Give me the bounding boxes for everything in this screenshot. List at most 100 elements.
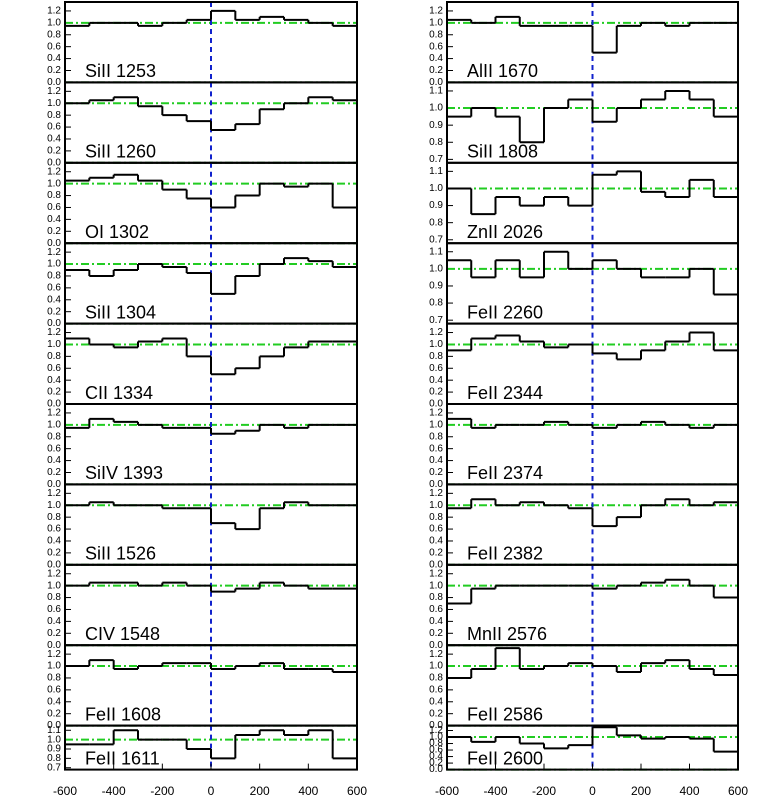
x-tick-label: 600 (728, 784, 748, 798)
y-tick-label: 1.2 (47, 568, 61, 579)
y-tick-label: 1.2 (47, 166, 61, 177)
y-tick-label: 0.4 (429, 455, 443, 466)
line-label: MnII 2576 (467, 624, 547, 644)
x-tick-label: 200 (250, 784, 270, 798)
y-tick-label: 0.9 (429, 120, 443, 131)
line-label: FeII 2374 (467, 463, 543, 483)
line-label: SiII 1808 (467, 142, 538, 162)
y-tick-label: 0.6 (47, 604, 61, 615)
x-tick-label: 400 (298, 784, 318, 798)
y-tick-label: 1.2 (429, 649, 443, 660)
y-tick-label: 1.2 (429, 488, 443, 499)
y-tick-label: 0.2 (47, 65, 61, 76)
x-tick-label: -200 (150, 784, 174, 798)
y-tick-label: 0.9 (47, 744, 61, 755)
y-tick-label: 1.0 (47, 734, 61, 745)
step-riser (470, 727, 715, 752)
x-tick-label: 0 (208, 784, 215, 798)
line-label: SiII 1304 (85, 302, 156, 322)
x-tick-label: 600 (347, 784, 367, 798)
y-tick-label: 0.8 (429, 298, 443, 309)
y-tick-label: 0.4 (47, 214, 61, 225)
y-tick-label: 0.8 (47, 190, 61, 201)
y-tick-label: 0.8 (429, 738, 443, 749)
y-tick-label: 1.2 (429, 408, 443, 419)
y-tick-label: 1.2 (429, 6, 443, 17)
y-tick-label: 0.6 (429, 41, 443, 52)
y-tick-label: 0.6 (47, 202, 61, 213)
y-tick-label: 0.4 (47, 536, 61, 547)
y-tick-label: 1.0 (47, 17, 61, 28)
y-tick-label: 0.6 (47, 41, 61, 52)
y-tick-label: 0.6 (47, 283, 61, 294)
step-riser (470, 648, 715, 678)
y-tick-label: 0.8 (429, 512, 443, 523)
y-tick-label: 0.7 (429, 154, 443, 165)
step-riser (88, 258, 334, 294)
y-tick-label: 0.2 (47, 628, 61, 639)
y-tick-label: 0.2 (47, 226, 61, 237)
line-label: FeII 2600 (467, 748, 543, 768)
line-label: FeII 2260 (467, 302, 543, 322)
step-riser (470, 171, 715, 215)
y-tick-label: 0.8 (47, 592, 61, 603)
line-label: FeII 1611 (85, 748, 160, 768)
y-tick-label: 0.4 (429, 536, 443, 547)
y-tick-label: 0.6 (429, 443, 443, 454)
y-tick-label: 0.0 (429, 559, 443, 570)
step-riser (88, 97, 334, 131)
y-tick-label: 0.7 (429, 315, 443, 326)
x-tick-label: 400 (679, 784, 699, 798)
y-tick-label: 1.0 (429, 580, 443, 591)
y-tick-label: 0.8 (47, 110, 61, 121)
step-riser (470, 332, 715, 360)
y-tick-label: 0.6 (429, 524, 443, 535)
line-label: SiII 1253 (85, 61, 156, 81)
step-riser (470, 90, 715, 143)
y-tick-label: 0.6 (47, 122, 61, 133)
step-riser (88, 582, 310, 592)
y-tick-label: 0.4 (429, 375, 443, 386)
y-tick-label: 0.4 (429, 751, 443, 762)
y-tick-label: 0.0 (47, 640, 61, 651)
y-tick-label: 0.0 (47, 77, 61, 88)
x-tick-label: -600 (53, 784, 77, 798)
y-tick-label: 0.9 (429, 200, 443, 211)
y-tick-label: 1.0 (47, 661, 61, 672)
y-tick-label: 0.6 (429, 685, 443, 696)
y-tick-label: 1.0 (429, 732, 443, 743)
y-tick-label: 1.0 (429, 183, 443, 194)
line-label: SiIV 1393 (85, 463, 163, 483)
y-tick-label: 0.0 (47, 399, 61, 410)
y-tick-label: 0.0 (47, 479, 61, 490)
y-tick-label: 1.0 (47, 259, 61, 270)
y-tick-label: 0.0 (429, 399, 443, 410)
y-tick-label: 1.0 (429, 661, 443, 672)
y-tick-label: 0.0 (429, 640, 443, 651)
y-tick-label: 0.2 (429, 65, 443, 76)
y-tick-label: 0.0 (429, 720, 443, 731)
y-tick-label: 0.2 (429, 467, 443, 478)
y-tick-label: 0.8 (429, 592, 443, 603)
y-tick-label: 0.4 (47, 696, 61, 707)
y-tick-label: 0.4 (47, 134, 61, 145)
y-tick-label: 0.6 (47, 363, 61, 374)
y-tick-label: 1.0 (429, 264, 443, 275)
y-tick-label: 0.0 (47, 157, 61, 168)
y-tick-label: 0.8 (47, 431, 61, 442)
y-tick-label: 0.8 (47, 351, 61, 362)
line-label: FeII 2586 (467, 704, 543, 724)
y-tick-label: 1.1 (429, 86, 443, 97)
y-tick-label: 0.6 (47, 524, 61, 535)
y-tick-label: 0.4 (47, 455, 61, 466)
step-riser (470, 499, 715, 527)
y-tick-label: 0.0 (429, 77, 443, 88)
y-tick-label: 0.8 (47, 673, 61, 684)
y-tick-label: 1.2 (47, 649, 61, 660)
y-tick-label: 0.4 (47, 53, 61, 64)
y-tick-label: 0.8 (429, 137, 443, 148)
y-tick-label: 0.8 (47, 271, 61, 282)
line-label: AlII 1670 (467, 61, 538, 81)
y-tick-label: 0.2 (429, 548, 443, 559)
y-tick-label: 0.8 (47, 512, 61, 523)
